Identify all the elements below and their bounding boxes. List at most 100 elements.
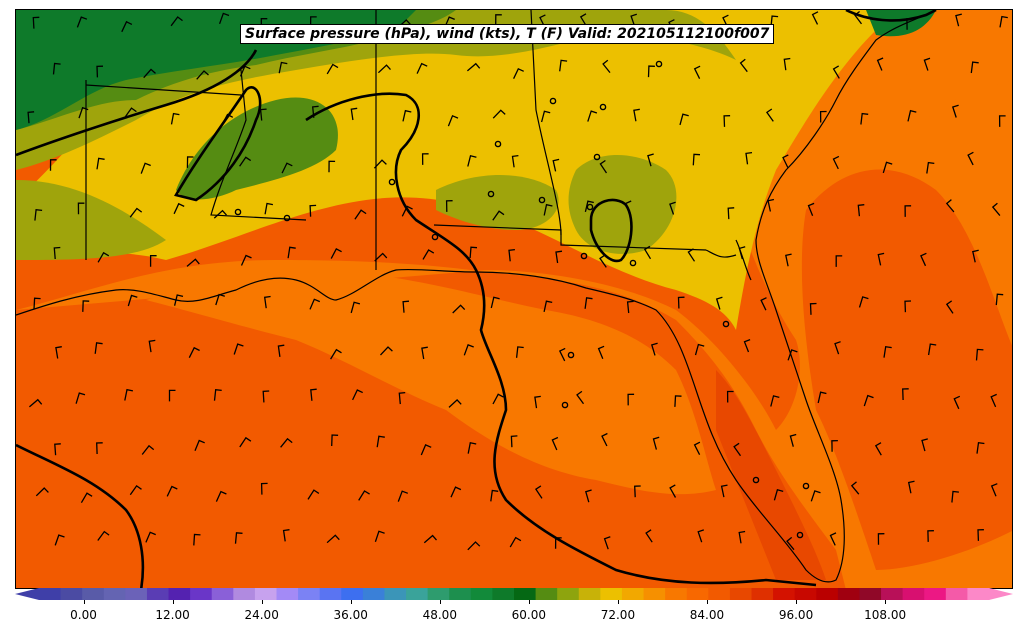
wind-barb [579, 13, 588, 27]
wind-barb [674, 395, 682, 407]
wind-barb [647, 153, 654, 167]
colorbar-segment [686, 588, 709, 600]
wind-barb [33, 297, 41, 310]
wind-barb [726, 390, 734, 403]
wind-barb [951, 490, 959, 503]
wind-barb [829, 532, 837, 546]
wind-barb [452, 304, 466, 314]
colorbar-segment [254, 588, 277, 600]
wind-barb [124, 107, 137, 118]
wind-barb [587, 110, 598, 122]
wind-barb [509, 536, 522, 548]
wind-barb [773, 489, 784, 501]
wind-barb [785, 253, 792, 267]
colorbar-segment [362, 588, 385, 600]
colorbar-segment [665, 588, 688, 600]
colorbar-ticks: 0.00 12.00 24.00 36.00 48.00 60.00 72.00 84.00 9… [15, 600, 1013, 630]
wind-barb [720, 484, 728, 498]
wind-barb [643, 245, 652, 260]
wind-barb [920, 252, 927, 267]
wind-barb [143, 68, 156, 79]
wind-barb [906, 18, 913, 30]
wind-barb [239, 65, 251, 77]
wind-barb [551, 436, 559, 451]
wind-barb [904, 300, 912, 313]
colorbar-tick-mark [796, 600, 798, 604]
wind-barb [277, 344, 285, 357]
wind-barb [877, 533, 885, 545]
colorbar-segment [103, 588, 126, 600]
wind-barb [94, 342, 103, 354]
wind-barb [540, 110, 551, 123]
wind-barb [975, 348, 984, 361]
wind-barb [374, 252, 388, 262]
wind-barb [75, 392, 86, 404]
wind-barb [264, 202, 274, 215]
wind-barb [883, 345, 892, 358]
wind-barb [624, 200, 632, 214]
wind-barb [307, 489, 320, 500]
colorbar-tick-label: 24.00 [244, 608, 279, 622]
wind-barb [850, 481, 860, 495]
wind-barb [603, 536, 611, 550]
wind-barb [188, 346, 200, 358]
wind-barb [733, 442, 742, 457]
colorbar-tick-label: 60.00 [511, 608, 547, 622]
wind-barb [951, 104, 959, 118]
wind-barb [331, 434, 339, 447]
colorbar-segment [406, 588, 429, 600]
wind-barb [213, 388, 222, 401]
wind-barb [166, 485, 178, 497]
wind-barb [196, 70, 209, 80]
wind-barb [218, 12, 230, 25]
station-marker [494, 140, 502, 148]
wind-barb [402, 109, 412, 122]
wind-barb [215, 490, 227, 502]
wind-barb [601, 432, 608, 447]
colorbar-tick-mark [350, 600, 352, 604]
wind-barb [999, 15, 1008, 28]
wind-barb [262, 390, 270, 403]
wind-barb [650, 342, 658, 356]
wind-barb [282, 529, 290, 542]
wind-barb [882, 161, 893, 174]
colorbar-segment [492, 588, 515, 600]
wind-barb [28, 398, 43, 408]
colorbar-segment [319, 588, 342, 600]
wind-barb [627, 393, 635, 406]
wind-barb [358, 490, 370, 501]
wind-barb [422, 249, 435, 260]
station-marker [655, 60, 663, 68]
wind-barb [687, 248, 696, 262]
wind-barb [54, 443, 61, 456]
wind-barb [140, 162, 151, 174]
wind-barb [186, 156, 194, 168]
state-borders [85, 10, 737, 270]
wind-barb [927, 343, 937, 356]
weather-map [16, 10, 1012, 588]
wind-barb [423, 534, 437, 544]
colorbar-tick-mark [617, 600, 619, 604]
wind-barb [834, 341, 841, 355]
station-marker [796, 531, 804, 539]
wind-barb [402, 300, 410, 313]
wind-barb [584, 297, 593, 309]
wind-barb [770, 15, 779, 28]
colorbar-tick-mark [885, 600, 887, 604]
wind-barb [350, 301, 361, 314]
wind-barb [863, 394, 874, 407]
wind-barb [876, 57, 884, 71]
wind-barb [515, 346, 524, 358]
wind-barb [129, 207, 143, 218]
wind-barb [692, 153, 701, 166]
wind-barb [326, 534, 340, 544]
station-marker [388, 178, 396, 186]
wind-barb [310, 388, 317, 401]
wind-barb [263, 295, 271, 309]
wind-barb [679, 113, 689, 126]
colorbar-segment [945, 588, 968, 600]
wind-barb [513, 67, 524, 79]
colorbar-segment [600, 588, 623, 600]
wind-barb [760, 297, 767, 311]
wind-barb [445, 200, 453, 212]
